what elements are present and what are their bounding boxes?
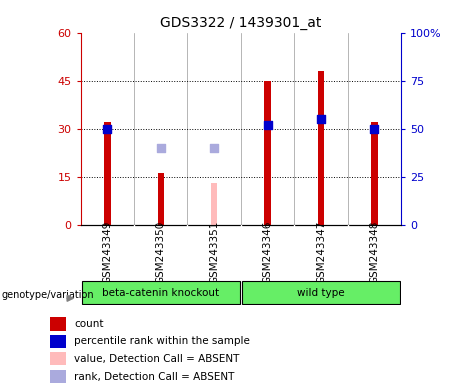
Text: percentile rank within the sample: percentile rank within the sample	[75, 336, 250, 346]
Text: rank, Detection Call = ABSENT: rank, Detection Call = ABSENT	[75, 371, 235, 382]
Text: GSM243347: GSM243347	[316, 221, 326, 284]
Bar	[50, 370, 66, 383]
Bar	[242, 281, 400, 304]
Bar	[82, 281, 240, 304]
Point	[371, 126, 378, 132]
Point	[264, 122, 271, 128]
Bar	[371, 122, 378, 225]
Bar	[50, 317, 66, 331]
Point	[211, 145, 218, 151]
Point	[157, 145, 165, 151]
Text: GSM243349: GSM243349	[102, 221, 112, 284]
Text: count: count	[75, 319, 104, 329]
Text: GSM243351: GSM243351	[209, 221, 219, 284]
Text: genotype/variation: genotype/variation	[1, 290, 94, 300]
Text: GSM243350: GSM243350	[156, 221, 166, 284]
Bar	[158, 174, 164, 225]
Point	[317, 116, 325, 122]
Text: wild type: wild type	[297, 288, 345, 298]
Bar	[104, 122, 111, 225]
Bar	[318, 71, 324, 225]
Bar	[211, 183, 218, 225]
Text: value, Detection Call = ABSENT: value, Detection Call = ABSENT	[75, 354, 240, 364]
Text: beta-catenin knockout: beta-catenin knockout	[102, 288, 219, 298]
Text: GSM243348: GSM243348	[369, 221, 379, 284]
Text: GSM243346: GSM243346	[263, 221, 272, 284]
Point	[104, 126, 111, 132]
Title: GDS3322 / 1439301_at: GDS3322 / 1439301_at	[160, 16, 322, 30]
Bar	[50, 352, 66, 365]
Bar	[50, 334, 66, 348]
Bar	[264, 81, 271, 225]
